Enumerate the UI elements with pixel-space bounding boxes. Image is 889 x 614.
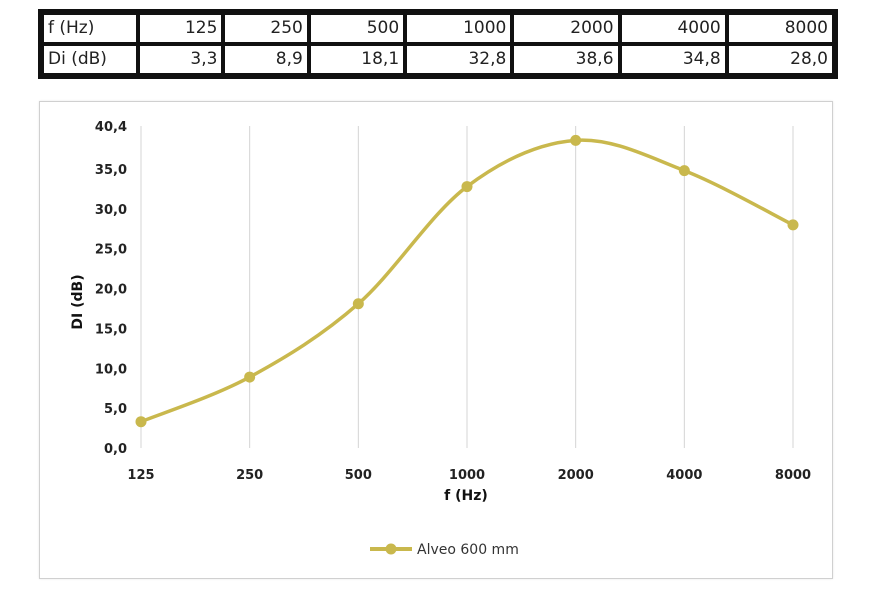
table-cell: 34,8 xyxy=(621,46,725,73)
y-axis-ticks: 0,0 5,0 10,0 15,0 20,0 25,0 30,0 35,0 40,4 xyxy=(95,120,127,457)
legend-marker-swatch xyxy=(385,543,397,555)
line-chart: 0,0 5,0 10,0 15,0 20,0 25,0 30,0 35,0 40,4 125 25… xyxy=(70,120,811,558)
x-tick-label: 2000 xyxy=(558,468,594,483)
x-tick-label: 1000 xyxy=(449,468,485,483)
data-table-frame: f (Hz) 125 250 500 1000 2000 4000 8000 D… xyxy=(38,9,838,79)
table-row-header: f (Hz) xyxy=(44,15,136,42)
data-table: f (Hz) 125 250 500 1000 2000 4000 8000 D… xyxy=(40,11,836,77)
y-axis-title: DI (dB) xyxy=(70,274,86,329)
x-axis-ticks: 125 250 500 1000 2000 4000 8000 xyxy=(127,468,811,483)
data-point xyxy=(678,165,690,177)
series xyxy=(135,134,799,428)
y-tick-label: 0,0 xyxy=(104,442,127,457)
legend-label: Alveo 600 mm xyxy=(417,542,519,558)
x-tick-label: 500 xyxy=(345,468,372,483)
x-axis-title: f (Hz) xyxy=(444,488,488,504)
data-point xyxy=(135,416,147,428)
table-cell: 32,8 xyxy=(407,46,511,73)
y-tick-label: 35,0 xyxy=(95,163,127,178)
table-row-frequency: f (Hz) 125 250 500 1000 2000 4000 8000 xyxy=(44,15,832,42)
y-tick-label: 30,0 xyxy=(95,203,127,218)
y-tick-label: 25,0 xyxy=(95,243,127,258)
table-cell: 250 xyxy=(225,15,307,42)
data-point xyxy=(787,219,799,231)
table-cell: 1000 xyxy=(407,15,511,42)
x-tick-label: 4000 xyxy=(666,468,702,483)
table-cell: 2000 xyxy=(514,15,618,42)
y-tick-label: 10,0 xyxy=(95,362,127,377)
data-point xyxy=(570,134,582,146)
y-tick-label: 5,0 xyxy=(104,402,127,417)
y-tick-label: 20,0 xyxy=(95,283,127,298)
table-row-di: Di (dB) 3,3 8,9 18,1 32,8 38,6 34,8 28,0 xyxy=(44,46,832,73)
table-cell: 18,1 xyxy=(310,46,404,73)
x-tick-label: 250 xyxy=(236,468,263,483)
table-cell: 8,9 xyxy=(225,46,307,73)
table-cell: 500 xyxy=(310,15,404,42)
table-cell: 8000 xyxy=(728,15,832,42)
y-tick-label: 15,0 xyxy=(95,322,127,337)
table-cell: 28,0 xyxy=(728,46,832,73)
x-tick-label: 125 xyxy=(127,468,154,483)
data-point xyxy=(352,298,364,310)
gridlines xyxy=(140,126,794,448)
table-cell: 3,3 xyxy=(140,46,222,73)
table-cell: 4000 xyxy=(621,15,725,42)
chart-area: 0,0 5,0 10,0 15,0 20,0 25,0 30,0 35,0 40,4 125 25… xyxy=(39,101,833,579)
table-cell: 38,6 xyxy=(514,46,618,73)
table-row-header: Di (dB) xyxy=(44,46,136,73)
data-point xyxy=(461,181,473,193)
legend: Alveo 600 mm xyxy=(370,542,519,558)
table-cell: 125 xyxy=(140,15,222,42)
data-point xyxy=(244,371,256,383)
x-tick-label: 8000 xyxy=(775,468,811,483)
y-tick-label: 40,4 xyxy=(95,120,127,135)
